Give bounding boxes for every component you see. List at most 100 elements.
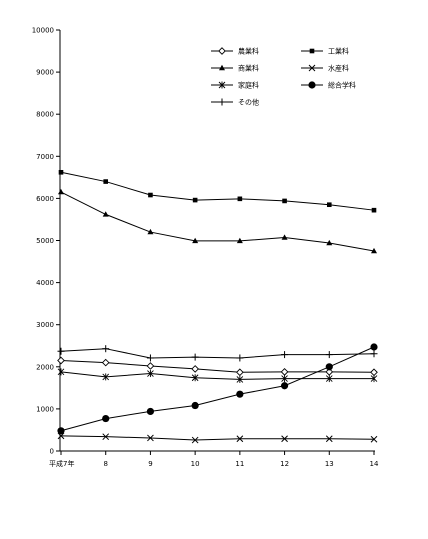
legend-marker xyxy=(308,64,316,72)
data-point xyxy=(370,350,378,358)
data-point xyxy=(281,234,288,240)
y-tick-label: 1000 xyxy=(36,405,54,413)
data-point xyxy=(57,427,65,435)
data-point xyxy=(102,414,110,423)
legend-label: 商業科 xyxy=(238,64,259,73)
data-point xyxy=(57,347,65,355)
series-4 xyxy=(57,432,378,444)
data-point xyxy=(237,196,243,202)
series-6 xyxy=(57,343,378,435)
data-point xyxy=(281,375,288,383)
data-point xyxy=(236,435,244,443)
data-point xyxy=(191,353,199,361)
data-point xyxy=(236,375,244,383)
legend-marker xyxy=(218,47,226,55)
series-7 xyxy=(57,345,378,362)
y-tick-label: 4000 xyxy=(36,279,54,287)
data-point xyxy=(281,351,289,359)
data-point xyxy=(370,435,378,443)
legend-marker xyxy=(308,81,316,89)
data-point xyxy=(370,343,378,351)
y-tick-label: 8000 xyxy=(36,111,54,119)
data-point xyxy=(57,368,65,376)
series-line xyxy=(60,371,374,380)
data-point xyxy=(191,401,199,410)
legend-item: 総合学科 xyxy=(301,81,356,90)
data-point xyxy=(146,407,155,416)
data-point xyxy=(146,354,154,362)
data-point xyxy=(103,179,109,184)
data-point xyxy=(57,356,65,365)
data-point xyxy=(102,345,110,353)
y-tick-label: 2000 xyxy=(36,363,54,371)
legend-label: 農業科 xyxy=(238,47,259,56)
legend-label: 総合学科 xyxy=(328,81,356,90)
series-line xyxy=(60,348,375,359)
data-point xyxy=(191,436,199,444)
y-tick-label: 6000 xyxy=(36,195,54,203)
legend-item: 水産科 xyxy=(301,64,349,73)
legend-label: 工業科 xyxy=(328,47,349,56)
data-point xyxy=(236,390,244,398)
x-tick-label: 12 xyxy=(280,460,289,468)
y-tick-label: 7000 xyxy=(36,153,54,161)
data-point xyxy=(58,169,64,175)
data-point xyxy=(325,351,333,359)
data-point xyxy=(192,237,199,244)
data-point xyxy=(146,362,155,370)
series-5 xyxy=(57,368,378,383)
data-point xyxy=(326,239,333,246)
data-point xyxy=(282,198,287,204)
x-tick-label: 14 xyxy=(370,460,379,468)
legend-marker xyxy=(218,98,226,106)
data-point xyxy=(325,368,334,376)
y-tick-label: 10000 xyxy=(32,27,54,35)
series-3 xyxy=(58,188,377,254)
data-point xyxy=(147,228,154,235)
y-tick-label: 0 xyxy=(50,448,54,456)
data-point xyxy=(102,211,109,217)
data-point xyxy=(370,368,378,377)
series-line xyxy=(60,435,375,441)
series-1 xyxy=(57,356,378,377)
data-point xyxy=(325,435,333,443)
data-point xyxy=(280,368,289,376)
x-tick-label: 13 xyxy=(325,460,334,468)
x-axis: 平成7年 8 9 10 11 12 13 14 xyxy=(49,450,379,468)
data-point xyxy=(236,368,244,377)
legend-marker xyxy=(218,81,226,89)
legend-item: 農業科 xyxy=(211,47,259,56)
data-point xyxy=(101,358,110,367)
data-point xyxy=(325,375,333,383)
y-axis: 0 1000 2000 3000 4000 5000 6000 7000 8000 9000 100… xyxy=(32,27,61,456)
legend-marker xyxy=(309,48,315,54)
data-point xyxy=(57,432,65,440)
x-tick-label: 平成7年 xyxy=(49,459,74,468)
data-point xyxy=(148,192,153,198)
series-line xyxy=(60,359,375,373)
legend-label: その他 xyxy=(238,98,259,107)
y-tick-label: 3000 xyxy=(36,321,54,329)
data-point xyxy=(281,435,288,443)
series-line xyxy=(60,191,375,252)
data-point xyxy=(236,354,244,362)
y-tick-label: 5000 xyxy=(36,237,54,245)
legend-item: 家庭科 xyxy=(211,81,259,90)
data-point xyxy=(371,247,377,254)
data-point xyxy=(191,365,199,373)
legend-label: 水産科 xyxy=(328,64,349,73)
legend-marker xyxy=(219,64,225,71)
data-point xyxy=(147,370,154,378)
data-point xyxy=(58,188,64,195)
legend-item: 商業科 xyxy=(211,64,259,73)
series-line xyxy=(60,171,375,211)
legend-item: その他 xyxy=(211,98,259,107)
data-point xyxy=(191,374,199,382)
x-tick-label: 9 xyxy=(148,460,152,468)
data-point xyxy=(370,375,378,383)
data-point xyxy=(192,197,198,203)
data-point xyxy=(147,434,154,442)
legend-item: 工業科 xyxy=(301,47,349,56)
